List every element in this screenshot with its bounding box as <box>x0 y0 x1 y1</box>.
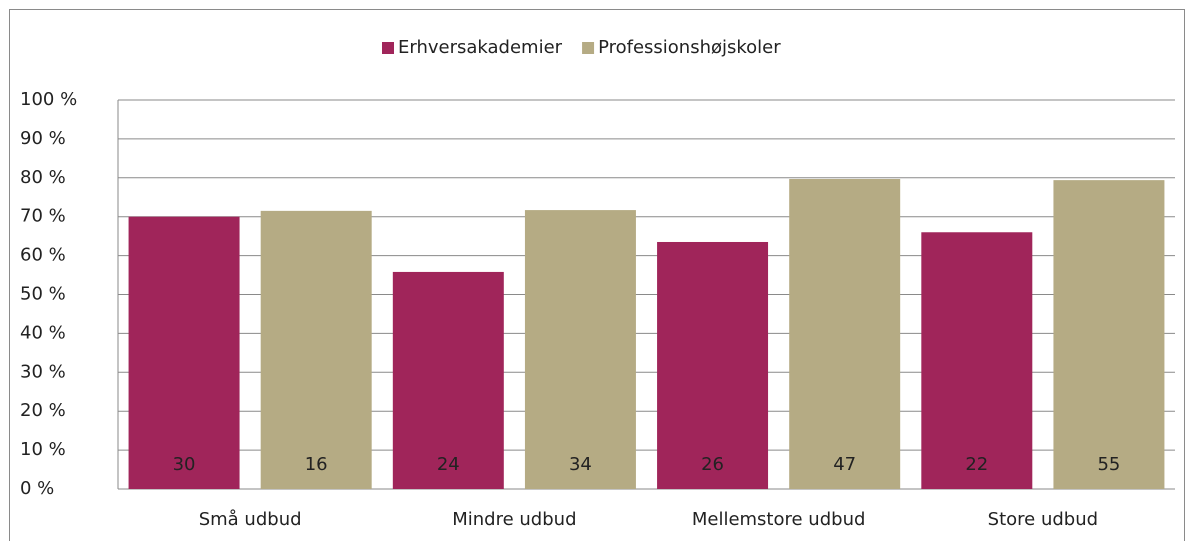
legend-swatch <box>582 42 595 54</box>
count-label: 26 <box>701 454 724 475</box>
y-tick-label: 50 % <box>20 284 66 305</box>
x-tick-label: Mellemstore udbud <box>692 509 866 530</box>
legend-swatch <box>382 42 394 54</box>
bar <box>392 271 504 489</box>
y-tick-label: 20 % <box>20 400 66 421</box>
legend-label: Professionshøjskoler <box>598 37 781 58</box>
bar <box>657 241 769 489</box>
count-label: 24 <box>437 454 460 475</box>
count-label: 47 <box>833 454 856 475</box>
y-tick-label: 100 % <box>20 89 77 110</box>
bar <box>524 210 636 489</box>
y-tick-label: 70 % <box>20 206 66 227</box>
y-tick-label: 0 % <box>20 478 54 499</box>
x-tick-label: Store udbud <box>988 509 1098 530</box>
y-tick-label: 60 % <box>20 245 66 266</box>
bar <box>128 216 240 489</box>
y-tick-label: 30 % <box>20 361 66 382</box>
count-label: 55 <box>1097 454 1120 475</box>
bar <box>789 178 901 490</box>
x-tick-label: Små udbud <box>199 509 302 530</box>
y-tick-label: 40 % <box>20 322 66 343</box>
legend-label: Erhversakademier <box>398 37 563 58</box>
bar <box>1053 180 1165 489</box>
bar <box>921 232 1033 489</box>
count-label: 30 <box>173 454 196 475</box>
count-label: 16 <box>305 454 328 475</box>
bar <box>260 210 372 490</box>
y-tick-label: 10 % <box>20 439 66 460</box>
x-tick-label: Mindre udbud <box>452 509 576 530</box>
count-label: 34 <box>569 454 592 475</box>
count-label: 22 <box>965 454 988 475</box>
y-tick-label: 80 % <box>20 167 66 188</box>
y-tick-label: 90 % <box>20 128 66 149</box>
